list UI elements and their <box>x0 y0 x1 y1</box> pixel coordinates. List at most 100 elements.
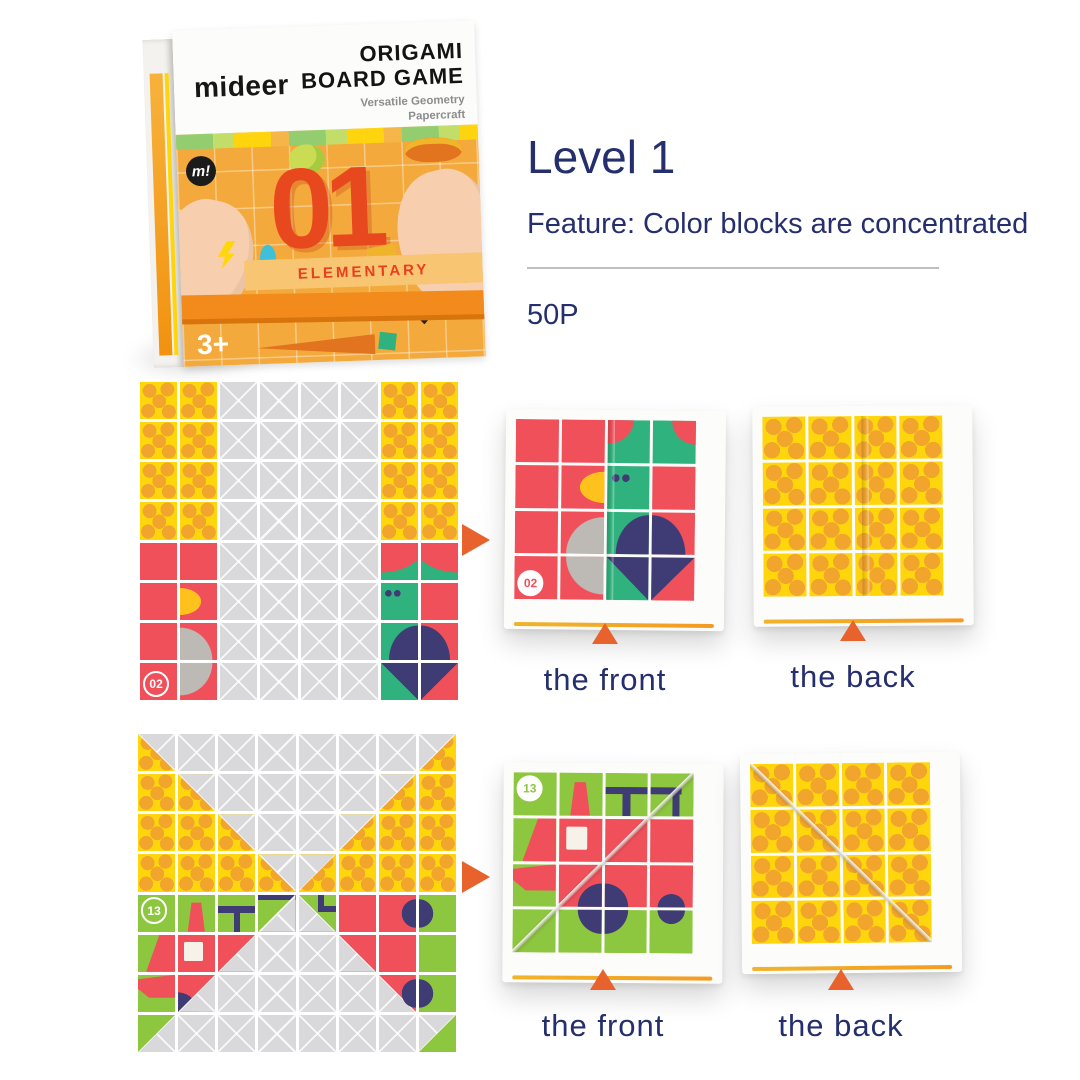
cell-Y <box>418 774 456 812</box>
cell-G <box>220 582 258 620</box>
cell-balTR <box>420 622 458 660</box>
cell-wheelBhalf <box>650 864 694 908</box>
cell-G <box>340 462 378 500</box>
cell-Y <box>218 854 256 892</box>
cell-discBL <box>180 622 218 660</box>
cell-balBL <box>380 662 418 700</box>
cell-G <box>338 734 376 772</box>
cell-G <box>220 422 258 460</box>
cell-Y <box>808 416 852 460</box>
cell-Y <box>854 553 898 597</box>
cell-Y <box>853 415 897 459</box>
cell-G <box>260 662 298 700</box>
cell-balBR <box>420 662 458 700</box>
cell-Y <box>750 855 795 899</box>
cell-G <box>260 462 298 500</box>
cell-G <box>260 422 298 460</box>
cell-Y <box>140 502 178 540</box>
cell-Y <box>420 422 458 460</box>
cell-Ybr <box>298 854 336 892</box>
folded-back-card-13 <box>739 751 963 975</box>
cell-G <box>298 934 336 972</box>
cell-G <box>220 662 258 700</box>
cell-G <box>218 1014 256 1052</box>
unfolded-sheet-02: 02 <box>140 382 458 700</box>
cell-beakR <box>560 465 605 509</box>
cell-eyes <box>380 582 418 620</box>
cell-funnel <box>559 772 603 816</box>
cell-R <box>140 622 178 660</box>
cell-RdiagBL <box>338 934 376 972</box>
cell-Y <box>842 854 886 898</box>
cell-Y <box>762 416 806 460</box>
cell-G <box>258 814 296 852</box>
cell-Y <box>888 899 932 943</box>
cell-G <box>260 582 298 620</box>
cell-G <box>300 502 338 540</box>
cell-Y <box>380 382 418 420</box>
cell-grWheelL <box>418 894 456 932</box>
cell-Y <box>380 502 418 540</box>
cell-GdiagTL <box>138 1014 176 1052</box>
level-feature: Feature: Color blocks are concentrated <box>527 208 1029 240</box>
cell-G <box>340 502 378 540</box>
cell-grWheelL <box>418 974 456 1012</box>
cell-Y <box>420 502 458 540</box>
cell-headR <box>420 542 458 580</box>
folded-front-card-13: 13 <box>502 762 724 984</box>
cell-R <box>338 894 376 932</box>
level-title: Level 1 <box>527 131 676 183</box>
cell-G <box>340 382 378 420</box>
cell-G <box>300 662 338 700</box>
sheet-number-badge: 13 <box>140 897 168 924</box>
cell-Y <box>420 462 458 500</box>
product-box: mideer ORIGAMI BOARD GAME Versatile Geom… <box>142 20 494 376</box>
cell-discTL <box>180 662 218 700</box>
cell-R <box>378 934 416 972</box>
cell-G <box>220 542 258 580</box>
cell-GdiagBR <box>418 1014 456 1052</box>
cell-Y <box>750 809 794 853</box>
cell-G <box>340 622 378 660</box>
cell-G <box>178 1014 216 1052</box>
cell-Ybl <box>178 774 216 812</box>
cell-Ybr <box>378 774 416 812</box>
cell-ladderB <box>650 773 694 817</box>
box-header: mideer ORIGAMI BOARD GAME Versatile Geom… <box>172 20 477 134</box>
cell-window <box>558 818 602 862</box>
cell-balTL <box>606 511 650 555</box>
folded-back-card-02 <box>752 405 974 627</box>
cell-gwheelTL <box>603 910 647 954</box>
cell-fdiscTR <box>559 556 604 600</box>
cell-L <box>418 934 456 972</box>
cell-R <box>561 419 605 463</box>
cell-Y <box>749 763 794 807</box>
cell-G <box>258 934 296 972</box>
cell-Y <box>762 462 806 506</box>
cell-Y <box>808 507 852 551</box>
sheet-number-badge: 02 <box>517 569 544 596</box>
cell-ladderT <box>218 894 256 932</box>
cell-G <box>178 734 216 772</box>
cell-G <box>300 422 338 460</box>
cell-Y <box>796 808 840 853</box>
cell-G <box>298 974 336 1012</box>
box-subtitle: Versatile Geometry Papercraft <box>302 93 466 129</box>
folded-front-grid-02: 02 <box>514 418 697 601</box>
cell-beakL <box>180 582 218 620</box>
cell-badgeSolid: 13 <box>513 772 557 816</box>
cell-balTR <box>651 511 696 556</box>
cell-G <box>258 1014 296 1052</box>
cell-Y <box>140 382 178 420</box>
cell-headL <box>380 542 418 580</box>
cell-G <box>260 502 298 540</box>
cell-gwheelThalf <box>649 910 693 954</box>
cell-G <box>298 814 336 852</box>
cell-G <box>218 774 256 812</box>
cell-Y <box>900 552 944 596</box>
cell-Y <box>900 506 944 550</box>
cell-cabL <box>513 818 557 862</box>
cell-badgeRing: 02 <box>140 662 178 700</box>
cell-ladderA <box>604 772 648 816</box>
